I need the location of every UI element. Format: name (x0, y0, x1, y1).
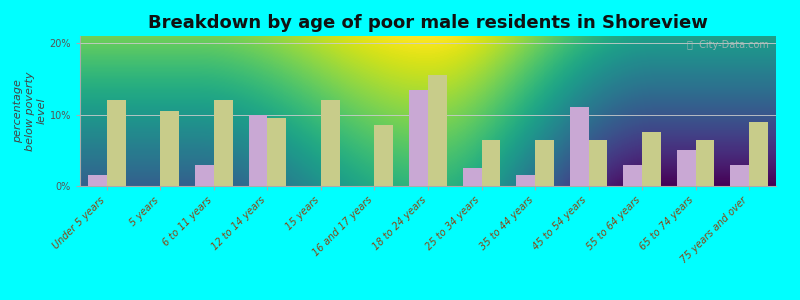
Bar (623, 165, 642, 186)
Text: ⓘ  City-Data.com: ⓘ City-Data.com (687, 40, 769, 50)
Bar (730, 165, 750, 186)
Bar (321, 100, 340, 186)
Bar (677, 150, 696, 186)
Bar (535, 140, 554, 186)
Bar (696, 140, 714, 186)
Bar (428, 75, 446, 186)
Bar (106, 100, 126, 186)
Bar (570, 107, 589, 186)
Bar (195, 165, 214, 186)
Bar (410, 90, 428, 186)
Bar (249, 115, 267, 186)
Bar (160, 111, 179, 186)
Bar (374, 125, 394, 186)
Bar (214, 100, 233, 186)
Bar (750, 122, 768, 186)
Bar (267, 118, 286, 186)
Y-axis label: percentage
below poverty
level: percentage below poverty level (14, 71, 46, 151)
Bar (589, 140, 607, 186)
Bar (516, 175, 535, 186)
Bar (482, 140, 500, 186)
Bar (462, 168, 482, 186)
Bar (88, 175, 106, 186)
Bar (642, 132, 661, 186)
Title: Breakdown by age of poor male residents in Shoreview: Breakdown by age of poor male residents … (148, 14, 708, 32)
